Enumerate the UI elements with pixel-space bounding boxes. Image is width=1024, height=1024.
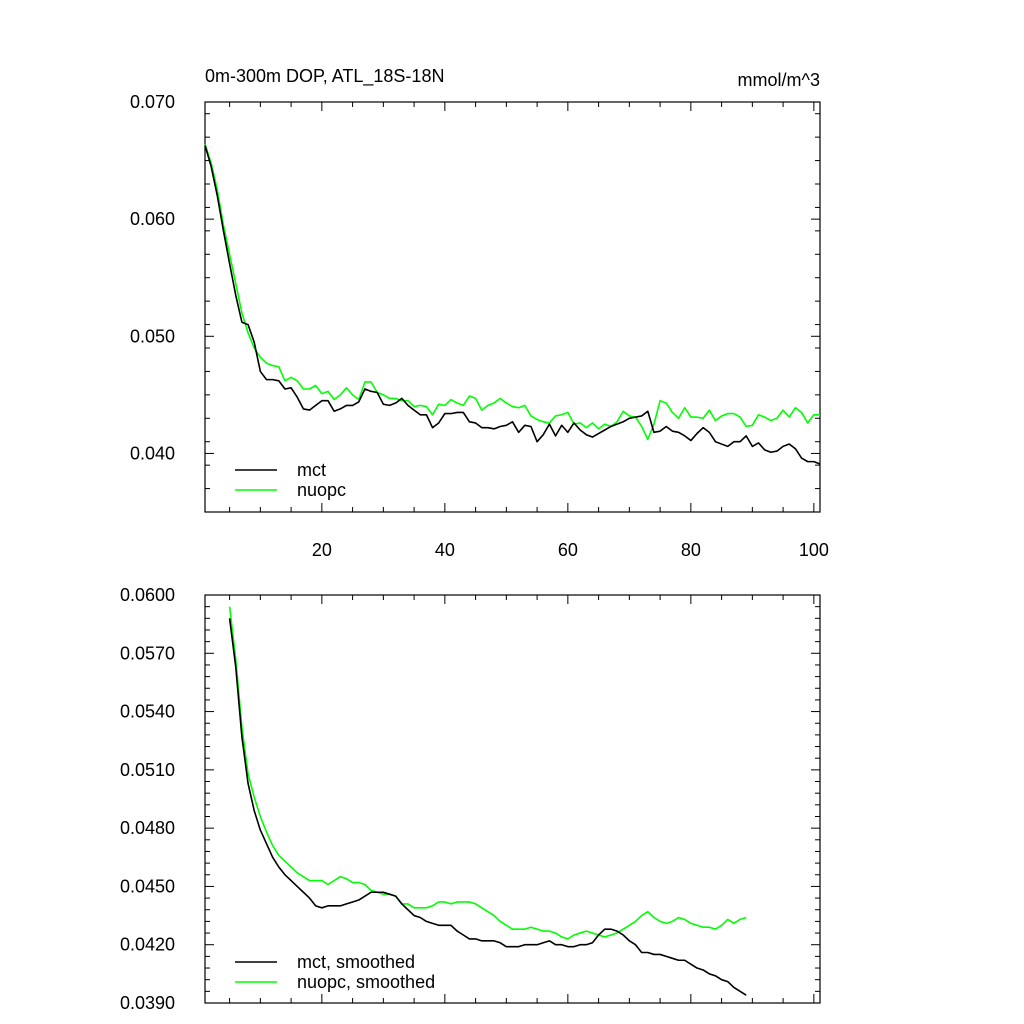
y-tick-label: 0.0390 — [120, 993, 175, 1013]
y-tick-label: 0.0480 — [120, 818, 175, 838]
x-tick-label: 80 — [681, 540, 701, 560]
y-tick-label: 0.070 — [130, 92, 175, 112]
x-tick-label: 40 — [435, 540, 455, 560]
units-label: mmol/m^3 — [738, 70, 820, 90]
legend-label: nuopc — [297, 480, 346, 500]
y-tick-label: 0.0510 — [120, 760, 175, 780]
y-tick-label: 0.040 — [130, 443, 175, 463]
series-line-nuopc — [204, 143, 820, 441]
plot-frame — [204, 594, 821, 1004]
series-line-mct-smoothed — [228, 618, 747, 996]
y-tick-label: 0.0600 — [120, 585, 175, 605]
series-line-nuopc-smoothed — [228, 606, 747, 940]
x-tick-label: 20 — [312, 540, 332, 560]
x-tick-label: 60 — [558, 540, 578, 560]
bottom-panel: 0.0390 0.0420 0.0450 0.0480 0.0510 0.0540 0.05… — [120, 585, 821, 1013]
legend-label: mct, smoothed — [297, 952, 415, 972]
x-tick-label: 100 — [799, 540, 829, 560]
y-tick-label: 0.0540 — [120, 702, 175, 722]
legend-label: mct — [297, 460, 326, 480]
y-tick-label: 0.0420 — [120, 935, 175, 955]
series-line-mct — [204, 145, 821, 465]
y-tick-label: 0.050 — [130, 326, 175, 346]
chart-title: 0m-300m DOP, ATL_18S-18N — [205, 66, 444, 87]
y-tick-label: 0.0570 — [120, 643, 175, 663]
plot-frame — [204, 101, 821, 513]
y-tick-label: 0.0450 — [120, 876, 175, 896]
legend-label: nuopc, smoothed — [297, 972, 435, 992]
y-tick-label: 0.060 — [130, 209, 175, 229]
